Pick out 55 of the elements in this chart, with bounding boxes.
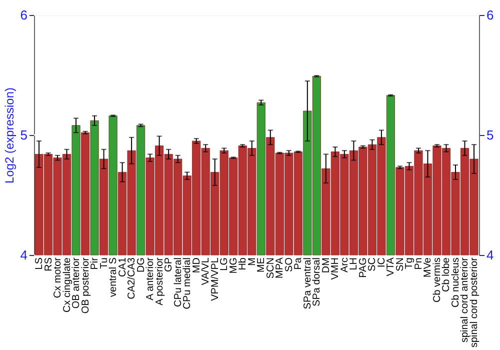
x-tick-label: GP: [164, 257, 175, 272]
x-tick-label: PAG: [358, 257, 369, 278]
x-tick-label: DM: [320, 258, 332, 274]
y2-tick-label: 4: [486, 248, 494, 262]
x-tick-label: spinal cord anterior: [460, 256, 471, 343]
y2-tick-label: 5: [486, 128, 494, 142]
y2-tick-label: 6: [486, 8, 494, 22]
x-tick-label: DG: [136, 257, 147, 272]
x-tick-label: SC: [367, 258, 378, 272]
x-tick-label: SCN: [265, 258, 276, 279]
x-tick-label: MVe: [422, 257, 434, 278]
x-tick-label: Cx motor: [52, 256, 64, 298]
x-tick-label: CA2/CA3: [126, 257, 138, 300]
x-tick-label: LG: [219, 257, 230, 271]
x-tick-label: OB posterior: [80, 256, 92, 314]
y-tick-label: 6: [20, 8, 28, 22]
x-tick-label: SPa dorsal: [312, 258, 323, 306]
x-tick-label: MG: [228, 257, 240, 274]
x-tick-label: Cb vermis: [432, 258, 443, 303]
x-tick-label: VA/VL: [200, 257, 212, 286]
x-tick-label: LH: [348, 258, 360, 270]
x-tick-label: Arc: [339, 258, 350, 272]
x-tick-label: RS: [43, 257, 54, 272]
x-tick-label: VTA: [386, 257, 397, 276]
x-tick-label: Tu: [98, 258, 110, 269]
y-tick-label: 4: [20, 248, 28, 262]
x-tick-label: LS: [34, 257, 45, 270]
x-tick-label: ME: [256, 257, 268, 272]
x-tick-label: IC: [376, 258, 388, 268]
x-tick-label: Tg: [404, 258, 416, 270]
x-tick-label: MPA: [274, 257, 286, 278]
x-tick-label: A anterior: [145, 256, 156, 300]
x-tick-label: CA1: [117, 257, 128, 277]
x-tick-label: Hb: [238, 257, 249, 270]
x-tick-label: A posterior: [154, 256, 166, 306]
x-tick-label: Pir: [90, 256, 101, 270]
x-tick-label: VMH: [330, 258, 342, 280]
x-tick-label: Cb lobe: [441, 257, 452, 292]
x-tick-label: CPu medial: [182, 258, 194, 310]
x-tick-label: SN: [394, 258, 406, 272]
x-tick-label: spinal cord posterior: [469, 256, 480, 348]
x-tick-label: Cb nucleus: [450, 258, 462, 308]
x-tick-label: MD: [191, 258, 202, 274]
y-tick-label: 5: [20, 128, 28, 142]
y-axis-title: Log2 (expression): [2, 87, 16, 184]
x-tick-label: Cx cingulate: [62, 257, 73, 313]
x-tick-label: M: [246, 258, 258, 266]
x-tick-label: VPM/VPL: [210, 257, 221, 301]
x-tick-label: SPa ventral: [302, 258, 314, 310]
x-tick-label: OB anterior: [71, 256, 82, 309]
x-tick-label: Pn: [413, 258, 424, 270]
x-tick-label: SO: [284, 257, 295, 272]
x-tick-label: ventral S: [108, 257, 120, 297]
x-tick-label: CPu lateral: [172, 258, 184, 307]
x-tick-label: Pa: [293, 257, 304, 270]
